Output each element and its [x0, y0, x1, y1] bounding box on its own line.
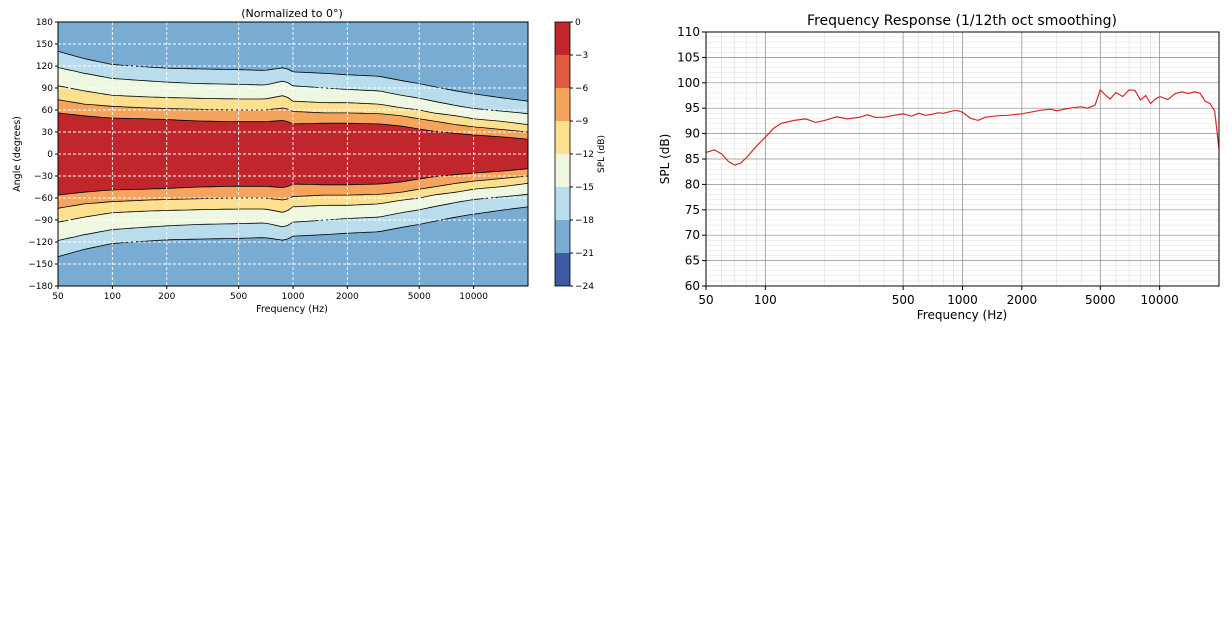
heatmap-y-tick-label: −150: [28, 260, 53, 270]
fr-y-axis-label: SPL (dB): [658, 134, 672, 185]
colorbar-swatch-1: [555, 55, 570, 88]
heatmap-gridlines: [58, 22, 528, 286]
fr-y-tick-label: 70: [685, 228, 700, 242]
colorbar-tick-label: −12: [575, 150, 594, 160]
colorbar-swatch-3: [555, 121, 570, 154]
fr-y-tick-label: 80: [685, 177, 700, 191]
fr-title: Frequency Response (1/12th oct smoothing…: [807, 13, 1117, 29]
heatmap-y-tick-label: 120: [36, 62, 53, 72]
fr-spl-curve: [705, 88, 1220, 166]
colorbar-swatch-5: [555, 187, 570, 220]
frequency-response-chart: Frequency Response (1/12th oct smoothing…: [658, 13, 1220, 322]
colorbar-tick-label: −9: [575, 117, 589, 127]
fr-x-tick-label: 10000: [1141, 293, 1179, 307]
heatmap-y-tick-label: −90: [34, 216, 53, 226]
heatmap-colorbar: 0 −3 −6 −9 −12 −15 −18 −21 −24: [554, 18, 594, 292]
heatmap-x-tick-label: 50: [52, 292, 64, 302]
heatmap-y-tick-label: 90: [42, 84, 54, 94]
fr-x-tick-label: 1000: [947, 293, 978, 307]
fr-y-tick-label: 75: [685, 203, 700, 217]
heatmap-y-tick-label: −60: [34, 194, 53, 204]
colorbar-swatch-6: [555, 220, 570, 253]
colorbar-tick-label: −6: [575, 84, 589, 94]
colorbar-swatch-7: [555, 253, 570, 286]
heatmap-y-axis-label: Angle (degrees): [12, 116, 23, 192]
fr-y-tick-label: 60: [685, 279, 700, 293]
colorbar-tick-label: −21: [575, 249, 594, 259]
fr-x-ticks: 50 100 500 1000 2000 5000 10000: [698, 286, 1179, 307]
heatmap-x-tick-label: 100: [104, 292, 121, 302]
fr-x-tick-label: 2000: [1007, 293, 1038, 307]
heatmap-x-tick-label: 2000: [336, 292, 359, 302]
fr-y-tick-label: 100: [677, 76, 700, 90]
fr-y-tick-label: 90: [685, 127, 700, 141]
heatmap-y-tick-label: 60: [42, 106, 54, 116]
heatmap-y-tick-label: −180: [28, 282, 53, 292]
colorbar-label: SPL (dB): [597, 135, 607, 173]
heatmap-x-tick-label: 200: [158, 292, 175, 302]
colorbar-swatch-0: [555, 22, 570, 55]
heatmap-y-tick-label: 30: [42, 128, 54, 138]
colorbar-swatch-2: [555, 88, 570, 121]
heatmap-y-tick-label: −120: [28, 238, 53, 248]
colorbar-tick-label: −18: [575, 216, 594, 226]
fr-x-tick-label: 500: [892, 293, 915, 307]
fr-gridlines: [705, 31, 1220, 287]
heatmap-y-tick-label: 150: [36, 40, 53, 50]
colorbar-tick-label: −15: [575, 183, 594, 193]
heatmap-y-tick-label: 180: [36, 18, 53, 28]
heatmap-x-tick-label: 10000: [459, 292, 488, 302]
fr-x-tick-label: 50: [698, 293, 713, 307]
fr-x-tick-label: 5000: [1085, 293, 1116, 307]
directivity-heatmap: (Normalized to 0°) 50 100 200 500 1000 2000 50…: [12, 7, 607, 315]
heatmap-x-tick-label: 500: [230, 292, 247, 302]
heatmap-x-tick-label: 5000: [408, 292, 431, 302]
fr-y-tick-label: 105: [677, 50, 700, 64]
fr-y-tick-label: 85: [685, 152, 700, 166]
heatmap-x-tick-label: 1000: [282, 292, 305, 302]
colorbar-tick-label: 0: [575, 18, 581, 28]
fr-x-tick-label: 100: [754, 293, 777, 307]
fr-x-axis-label: Frequency (Hz): [917, 308, 1008, 322]
colorbar-tick-label: −24: [575, 282, 594, 292]
heatmap-y-tick-label: 0: [47, 150, 53, 160]
heatmap-y-tick-label: −30: [34, 172, 53, 182]
colorbar-swatch-4: [555, 154, 570, 187]
fr-y-tick-label: 65: [685, 254, 700, 268]
heatmap-title: (Normalized to 0°): [241, 7, 343, 20]
heatmap-x-axis-label: Frequency (Hz): [256, 304, 328, 315]
fr-y-tick-label: 95: [685, 101, 700, 115]
fr-y-ticks: 60 65 70 75 80 85 90 95 100 105 110: [677, 25, 706, 293]
heatmap-x-ticks: 50 100 200 500 1000 2000 5000 10000: [52, 286, 488, 302]
heatmap-y-ticks: 180 150 120 90 60 30 0 −30 −60 −90 −120 −150 −180: [28, 18, 58, 292]
fr-y-tick-label: 110: [677, 25, 700, 39]
colorbar-tick-label: −3: [575, 51, 588, 61]
